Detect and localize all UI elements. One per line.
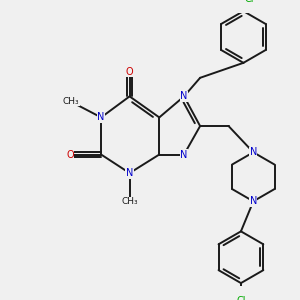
Text: N: N xyxy=(98,112,105,122)
Text: N: N xyxy=(180,149,188,160)
Text: N: N xyxy=(180,92,188,101)
Text: Cl: Cl xyxy=(245,0,254,4)
Text: Cl: Cl xyxy=(236,296,246,300)
Text: O: O xyxy=(66,149,74,160)
Text: CH₃: CH₃ xyxy=(63,97,80,106)
Text: N: N xyxy=(250,196,257,206)
Text: O: O xyxy=(126,67,134,76)
Text: N: N xyxy=(126,168,133,178)
Text: N: N xyxy=(250,147,257,157)
Text: CH₃: CH₃ xyxy=(121,197,138,206)
